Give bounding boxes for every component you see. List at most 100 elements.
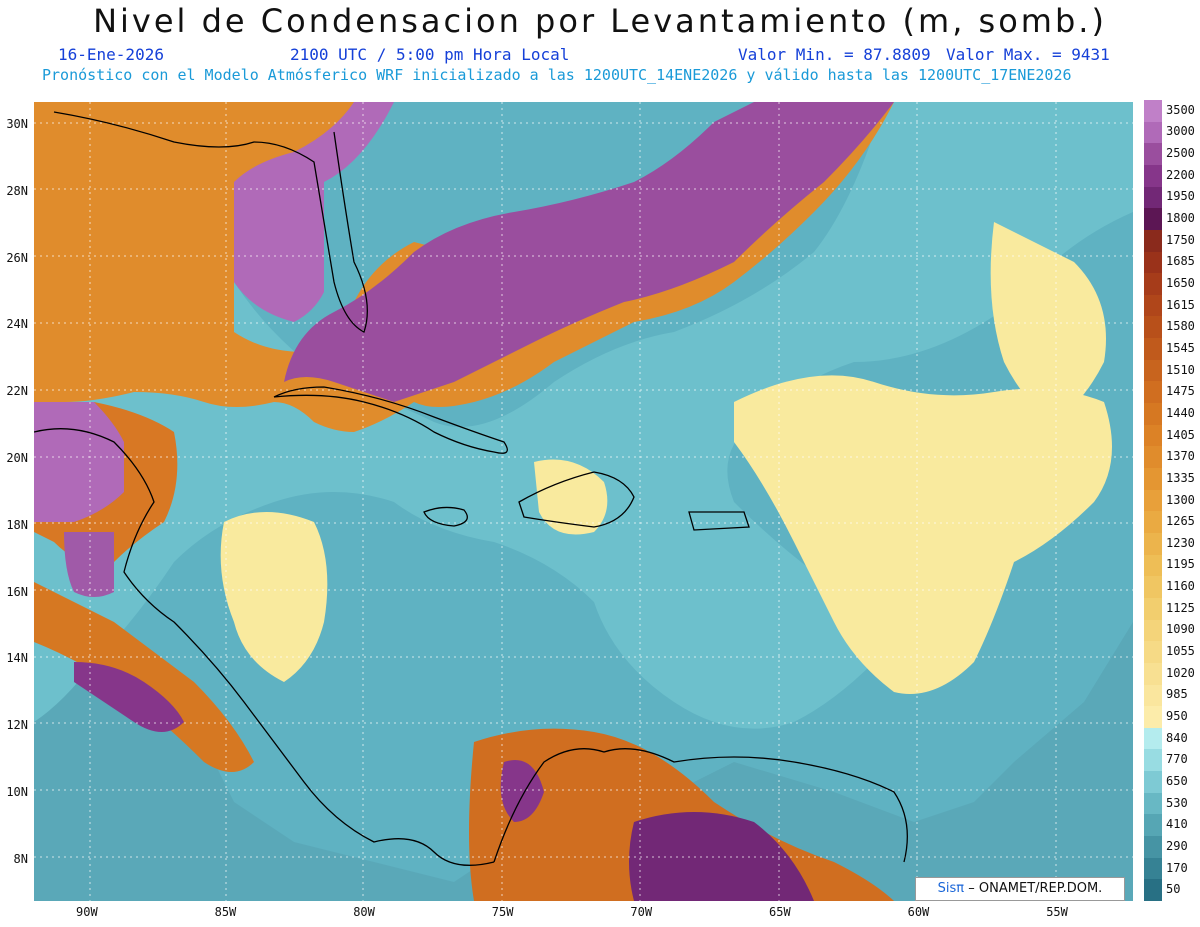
lcl-purple-band: [284, 102, 894, 402]
colorbar: [1144, 100, 1162, 902]
colorbar-label: 985: [1166, 687, 1188, 702]
colorbar-label: 170: [1166, 860, 1188, 875]
colorbar-label: 1615: [1166, 297, 1195, 312]
map-canvas: [34, 102, 1133, 901]
colorbar-label: 3000: [1166, 124, 1195, 139]
lat-label: 26N: [6, 250, 28, 265]
colorbar-segment: [1144, 662, 1162, 685]
colorbar-label: 1440: [1166, 405, 1195, 420]
colorbar-label: 1160: [1166, 579, 1195, 594]
caribbean-field: [34, 532, 1133, 901]
colorbar-segment: [1144, 727, 1162, 750]
colorbar-label: 1090: [1166, 622, 1195, 637]
lcl-purple-yucatan: [34, 402, 124, 522]
colorbar-segment: [1144, 684, 1162, 707]
lat-label: 14N: [6, 651, 28, 666]
lat-label: 12N: [6, 718, 28, 733]
colorbar-label: 1580: [1166, 319, 1195, 334]
south-america-coast: [493, 748, 908, 863]
lat-label: 22N: [6, 384, 28, 399]
jamaica-coast: [423, 506, 468, 527]
lcl-high-gulf-hond: [220, 512, 328, 682]
graticule: [34, 102, 1133, 901]
colorbar-segment: [1144, 229, 1162, 253]
lat-label: 30N: [6, 117, 28, 131]
lcl-purple-honduras: [74, 662, 184, 732]
colorbar-label: 290: [1166, 838, 1188, 853]
colorbar-segment: [1144, 316, 1162, 339]
page-title: Nivel de Condensacion por Levantamiento …: [93, 2, 1107, 40]
colorbar-segment: [1144, 706, 1162, 729]
colorbar-segment: [1144, 143, 1162, 166]
lon-label: 75W: [491, 905, 514, 919]
colorbar-label: 840: [1166, 730, 1188, 745]
colorbar-segment: [1144, 619, 1162, 642]
lat-label: 16N: [6, 584, 28, 599]
lcl-purple-usa: [34, 102, 394, 322]
cuba-coast: [273, 386, 508, 454]
colorbar-label: 1800: [1166, 211, 1195, 226]
colorbar-segment: [1144, 879, 1162, 902]
colorbar-label: 1475: [1166, 384, 1195, 399]
lon-label: 65W: [769, 905, 791, 919]
colorbar-segment: [1144, 251, 1162, 274]
forecast-date: 16-Ene-2026: [58, 45, 164, 64]
colorbar-segment: [1144, 208, 1162, 231]
coastlines: [34, 111, 908, 866]
colorbar-segment: [1144, 294, 1162, 317]
lcl-purple-maracaibo: [500, 760, 544, 822]
colorbar-label: 1545: [1166, 340, 1195, 355]
colorbar-label: 530: [1166, 795, 1188, 810]
lcl-high-ne: [990, 222, 1106, 422]
colorbar-label: 1195: [1166, 557, 1195, 572]
credit-brand: Sisπ: [937, 881, 965, 896]
lat-label: 24N: [6, 317, 28, 332]
central-america-coast: [34, 428, 495, 866]
colorbar-segment: [1144, 164, 1162, 188]
colorbar-segment: [1144, 771, 1162, 794]
lcl-mid-field: [34, 102, 1133, 729]
lcl-purple-guatemala: [64, 532, 114, 597]
colorbar-label: 770: [1166, 752, 1188, 767]
colorbar-segment: [1144, 836, 1162, 859]
colorbar-segment: [1144, 857, 1162, 880]
colorbar-segment: [1144, 338, 1162, 361]
colorbar-segment: [1144, 792, 1162, 815]
colorbar-segment: [1144, 532, 1162, 556]
colorbar-label: 1055: [1166, 644, 1195, 659]
lon-label: 80W: [353, 905, 375, 919]
colorbar-label: 1685: [1166, 254, 1195, 269]
credit-text: – ONAMET/REP.DOM.: [968, 881, 1103, 896]
credit-box: Sisπ – ONAMET/REP.DOM.: [915, 877, 1125, 901]
colorbar-segment: [1144, 186, 1162, 209]
colorbar-segment: [1144, 446, 1162, 469]
colorbar-segment: [1144, 749, 1162, 772]
colorbar-label: 1265: [1166, 514, 1195, 529]
colorbar-segment: [1144, 576, 1162, 599]
colorbar-segment: [1144, 814, 1162, 837]
colorbar-segment: [1144, 121, 1162, 144]
lat-label: 20N: [6, 451, 28, 465]
puerto-rico-coast: [688, 511, 750, 531]
lcl-orange-central-am: [34, 582, 254, 772]
colorbar-segment: [1144, 100, 1162, 123]
colorbar-segment: [1144, 359, 1162, 382]
colorbar-label: 410: [1166, 817, 1188, 832]
colorbar-label: 1300: [1166, 492, 1195, 507]
lon-label: 60W: [907, 905, 930, 919]
colorbar-segment: [1144, 511, 1162, 534]
colorbar-label: 1370: [1166, 449, 1195, 464]
lon-label: 55W: [1046, 905, 1068, 919]
colorbar-segment: [1144, 641, 1162, 664]
lon-label: 70W: [630, 905, 653, 919]
colorbar-segment: [1144, 273, 1162, 296]
lcl-high-hispaniola: [534, 459, 608, 535]
colorbar-segment: [1144, 489, 1162, 512]
value-max: Valor Max. = 9431: [946, 45, 1110, 64]
colorbar-label: 1125: [1166, 600, 1195, 615]
lcl-purple-venezuela: [629, 812, 814, 901]
value-min: Valor Min. = 87.8809: [738, 45, 931, 64]
lat-label: 18N: [6, 517, 28, 532]
colorbar-label: 2500: [1166, 146, 1195, 161]
colorbar-segment: [1144, 597, 1162, 621]
